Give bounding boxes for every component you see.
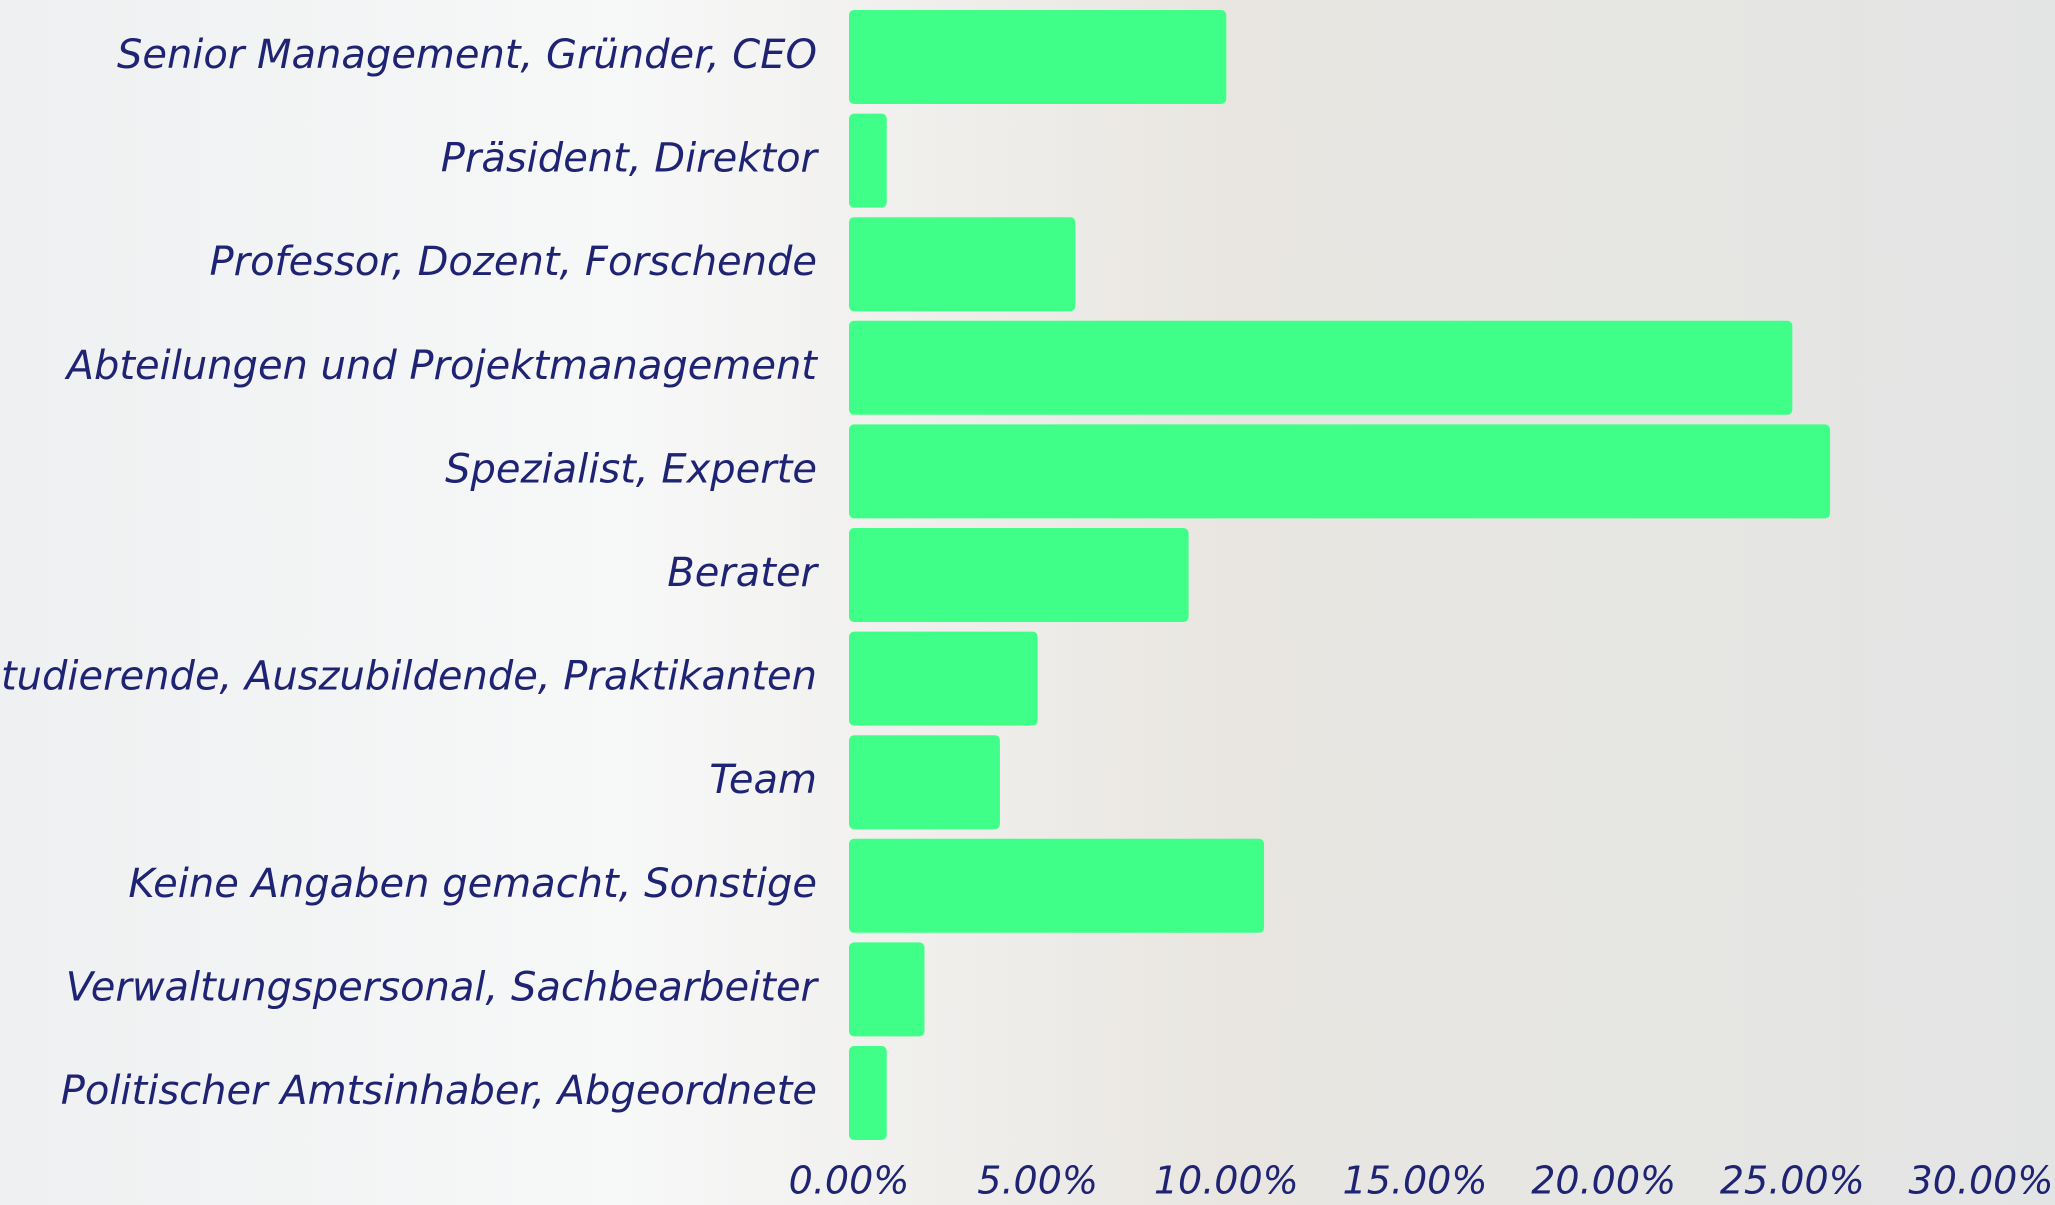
y-tick-label: Spezialist, Experte: [445, 446, 817, 492]
bar: [849, 838, 1265, 933]
y-tick-label: Präsident, Direktor: [441, 136, 820, 182]
x-tick-label: 20.00%: [1531, 1159, 1676, 1203]
bar: [849, 320, 1793, 415]
x-tick-label: 0.00%: [789, 1159, 910, 1203]
bar: [849, 1046, 887, 1140]
y-tick-label: Keine Angaben gemacht, Sonstige: [128, 861, 817, 907]
x-tick-label: 25.00%: [1720, 1159, 1865, 1203]
y-tick-label: Politischer Amtsinhaber, Abgeordnete: [61, 1068, 817, 1114]
bar: [849, 735, 1000, 830]
bar: [849, 217, 1076, 312]
bar: [849, 942, 925, 1037]
y-tick-label: Studierende, Auszubildende, Praktikanten: [0, 654, 817, 700]
y-tick-label: Senior Management, Gründer, CEO: [117, 32, 817, 78]
y-tick-label: Professor, Dozent, Forschende: [210, 239, 818, 285]
bar: [849, 113, 887, 208]
bar: [849, 631, 1038, 726]
bar: [849, 424, 1831, 519]
x-tick-label: 5.00%: [977, 1159, 1098, 1203]
y-tick-label: Berater: [667, 550, 819, 596]
y-tick-label: Abteilungen und Projektmanagement: [64, 343, 819, 389]
y-tick-label: Verwaltungspersonal, Sachbearbeiter: [66, 964, 820, 1010]
x-tick-label: 10.00%: [1154, 1159, 1299, 1203]
bar: [849, 528, 1189, 622]
bar: [849, 10, 1227, 104]
x-tick-label: 15.00%: [1343, 1159, 1488, 1203]
x-tick-label: 30.00%: [1909, 1159, 2054, 1203]
y-tick-label: Team: [709, 757, 817, 803]
